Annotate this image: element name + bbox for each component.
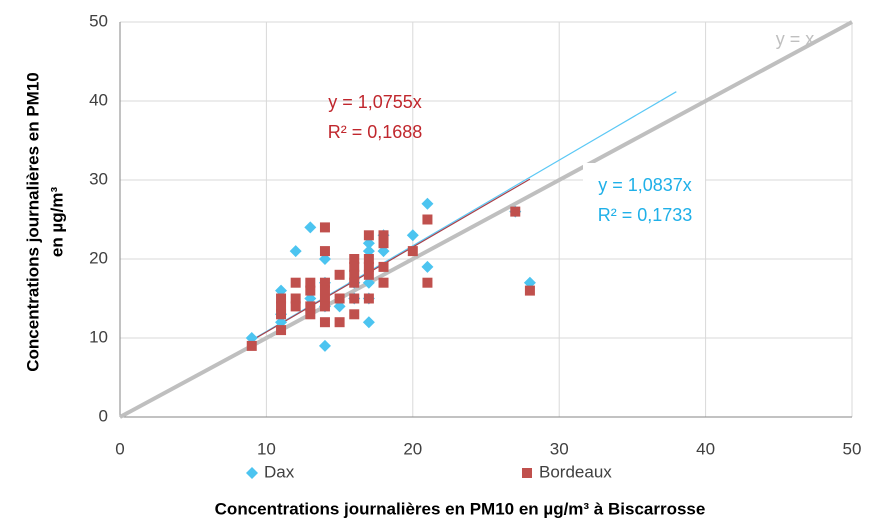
point bbox=[334, 293, 345, 304]
point bbox=[378, 238, 389, 249]
point bbox=[421, 197, 434, 210]
y-tick-label: 20 bbox=[89, 248, 108, 267]
point bbox=[510, 206, 521, 217]
point bbox=[363, 261, 374, 272]
point bbox=[305, 301, 316, 312]
y-axis-label: Concentrations journalières en PM10 bbox=[23, 72, 42, 371]
point bbox=[421, 260, 434, 273]
x-axis-label: Concentrations journalières en PM10 en µ… bbox=[215, 499, 706, 518]
point bbox=[362, 316, 375, 329]
point bbox=[349, 277, 360, 288]
y-tick-label: 10 bbox=[89, 327, 108, 346]
annotation: y = 1,0755x bbox=[328, 92, 422, 112]
point bbox=[363, 254, 374, 264]
y-tick-label: 30 bbox=[89, 169, 108, 188]
y-tick-label: 50 bbox=[89, 11, 108, 30]
point bbox=[290, 293, 301, 304]
point bbox=[319, 277, 330, 288]
legend-marker bbox=[246, 467, 258, 479]
annotation: y = 1,0837x bbox=[598, 175, 692, 195]
x-tick-label: 50 bbox=[843, 439, 862, 458]
point bbox=[289, 245, 302, 258]
point bbox=[407, 246, 418, 257]
point bbox=[349, 269, 360, 280]
point bbox=[246, 340, 257, 351]
point bbox=[422, 277, 433, 288]
x-tick-label: 10 bbox=[257, 439, 276, 458]
point bbox=[363, 293, 374, 304]
x-tick-label: 40 bbox=[696, 439, 715, 458]
point bbox=[319, 293, 330, 304]
point bbox=[319, 222, 330, 233]
point bbox=[305, 277, 316, 288]
point bbox=[290, 301, 301, 312]
point bbox=[363, 269, 374, 280]
point bbox=[276, 309, 287, 320]
y-axis-label: en µg/m³ bbox=[47, 187, 66, 258]
annotation: R² = 0,1733 bbox=[598, 205, 693, 225]
trendline bbox=[251, 178, 531, 342]
point bbox=[349, 309, 360, 320]
point bbox=[305, 309, 316, 320]
point bbox=[334, 269, 345, 280]
point bbox=[276, 301, 287, 312]
point bbox=[319, 285, 330, 296]
point bbox=[290, 277, 301, 288]
point bbox=[319, 246, 330, 257]
point bbox=[349, 254, 360, 264]
point bbox=[524, 285, 535, 296]
annotation: y = x bbox=[776, 29, 815, 49]
annotation: R² = 0,1688 bbox=[328, 122, 423, 142]
point bbox=[305, 285, 316, 296]
point bbox=[378, 230, 389, 241]
point bbox=[363, 230, 374, 241]
x-tick-label: 20 bbox=[403, 439, 422, 458]
legend-label: Dax bbox=[264, 462, 295, 481]
point bbox=[334, 317, 345, 328]
label-background bbox=[583, 163, 643, 177]
point bbox=[304, 221, 317, 234]
point bbox=[318, 339, 331, 352]
label-background bbox=[583, 168, 705, 232]
point bbox=[422, 214, 433, 225]
point bbox=[406, 229, 419, 242]
point bbox=[378, 277, 389, 288]
legend-marker bbox=[522, 468, 532, 478]
point bbox=[319, 317, 330, 328]
y-tick-label: 40 bbox=[89, 90, 108, 109]
point bbox=[319, 301, 330, 312]
point bbox=[349, 293, 360, 304]
x-tick-label: 0 bbox=[115, 439, 124, 458]
point bbox=[276, 325, 287, 336]
reference-line bbox=[119, 20, 853, 419]
point bbox=[378, 261, 389, 272]
x-tick-label: 30 bbox=[550, 439, 569, 458]
point bbox=[276, 293, 287, 304]
point bbox=[349, 261, 360, 272]
y-tick-label: 0 bbox=[99, 406, 108, 425]
legend-label: Bordeaux bbox=[539, 462, 612, 481]
